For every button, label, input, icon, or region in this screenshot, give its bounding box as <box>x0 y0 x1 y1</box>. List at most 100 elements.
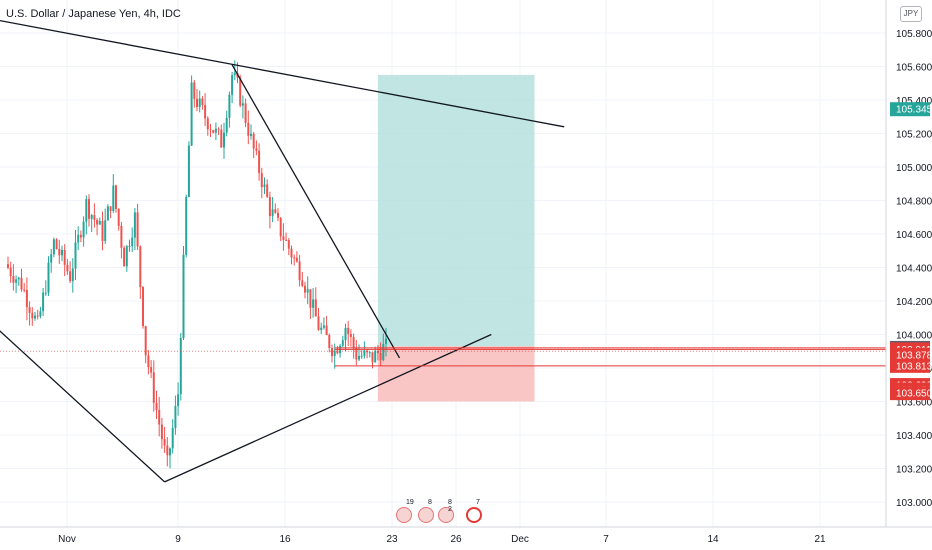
candle-body <box>52 239 55 255</box>
candle-body <box>274 209 277 213</box>
candle-body <box>179 337 182 395</box>
candle-body <box>233 72 236 76</box>
candle-body <box>293 257 296 259</box>
candle-body <box>169 448 171 456</box>
candle-body <box>163 439 166 446</box>
candle-body <box>295 257 298 262</box>
candles <box>7 60 387 469</box>
symbol-title[interactable]: U.S. Dollar / Japanese Yen, 4h, IDC <box>6 8 181 20</box>
candle-body <box>198 98 201 108</box>
candle-body <box>374 350 377 363</box>
candle-body <box>69 271 72 282</box>
candle-body <box>352 336 355 349</box>
candle-body <box>182 254 185 338</box>
x-tick-label: 16 <box>279 534 291 545</box>
x-tick-label: Nov <box>58 534 76 545</box>
candle-body <box>150 367 153 373</box>
economic-event[interactable]: 19 <box>394 499 414 525</box>
x-tick-label: 21 <box>814 534 826 545</box>
candle-body <box>125 246 128 267</box>
x-tick-label: 26 <box>450 534 462 545</box>
y-tick-label: 105.800 <box>896 29 932 40</box>
candle-body <box>320 327 323 330</box>
time-axis: Nov 9 16 23 26 Dec 7 14 21 <box>0 526 932 545</box>
candle-body <box>382 343 385 361</box>
candle-body <box>385 338 387 344</box>
candle-body <box>31 312 34 319</box>
candle-body <box>217 128 220 130</box>
candle-body <box>93 215 96 220</box>
candle-body <box>133 212 136 238</box>
candle-body <box>196 98 198 108</box>
price-badge-label: 103.650 <box>896 389 932 400</box>
candle-body <box>39 311 42 317</box>
calendar-event-icon <box>466 507 482 523</box>
calendar-event-icon <box>418 507 434 523</box>
candle-body <box>34 315 36 319</box>
candle-body <box>341 340 344 346</box>
candle-body <box>9 267 12 276</box>
candle-body <box>301 280 304 286</box>
price-badge-bg <box>890 102 930 117</box>
x-tick-label: Dec <box>511 534 529 545</box>
y-tick-label: 104.600 <box>896 230 932 241</box>
event-count: 8 <box>428 499 432 506</box>
candle-body <box>50 254 53 263</box>
candle-body <box>298 261 301 281</box>
trendline-rising-support <box>164 333 492 483</box>
event-count: 19 <box>406 499 414 506</box>
drawing-lines <box>0 19 565 483</box>
candle-body <box>120 225 123 248</box>
candle-body <box>371 352 374 363</box>
candle-body <box>158 409 161 425</box>
y-tick-label: 104.400 <box>896 264 932 275</box>
x-tick-label: 23 <box>386 534 398 545</box>
candle-body <box>106 206 109 221</box>
candle-body <box>347 327 350 335</box>
candle-body <box>7 264 9 268</box>
trendline-lower-support-left <box>0 330 166 483</box>
calendar-event-icon <box>396 507 412 523</box>
y-tick-label: 104.800 <box>896 197 932 208</box>
price-badge-bg <box>890 386 930 401</box>
candle-body <box>177 394 180 407</box>
target-zone <box>377 74 535 347</box>
price-badge-label: 103.813 <box>896 361 932 372</box>
candle-body <box>96 219 99 225</box>
candle-body <box>36 315 39 317</box>
candle-body <box>250 133 252 136</box>
candle-body <box>61 249 63 256</box>
currency-badge[interactable]: JPY <box>900 6 922 22</box>
candle-body <box>241 103 244 106</box>
candle-body <box>201 98 204 106</box>
candle-body <box>131 237 134 247</box>
price-axis: 105.800 105.600 105.400 105.200 105.000 104.8… <box>885 0 932 550</box>
y-tick-label: 103.200 <box>896 465 932 476</box>
price-badge-label: 105.345 <box>896 105 932 116</box>
candle-body <box>271 209 274 217</box>
candle-body <box>279 217 282 237</box>
candle-body <box>139 246 142 288</box>
candle-body <box>282 236 285 240</box>
candle-body <box>363 350 366 356</box>
candle-body <box>82 221 85 238</box>
economic-event[interactable]: 8 <box>416 499 436 525</box>
candle-body <box>366 350 369 353</box>
candle-body <box>187 145 190 197</box>
economic-event[interactable]: 7 <box>464 499 484 525</box>
candle-body <box>314 299 317 317</box>
candle-body <box>312 299 315 308</box>
price-badge-bg <box>890 358 930 373</box>
candle-body <box>74 242 77 269</box>
economic-event[interactable]: 8 2 <box>436 499 456 525</box>
candle-body <box>90 215 93 219</box>
candle-body <box>12 275 15 283</box>
candle-body <box>358 355 360 360</box>
candle-body <box>112 185 115 211</box>
candle-body <box>344 327 347 341</box>
price-badge-label: 103.878 <box>896 350 932 361</box>
candle-body <box>117 208 120 226</box>
y-tick-label: 104.000 <box>896 331 932 342</box>
candle-body <box>331 347 333 356</box>
